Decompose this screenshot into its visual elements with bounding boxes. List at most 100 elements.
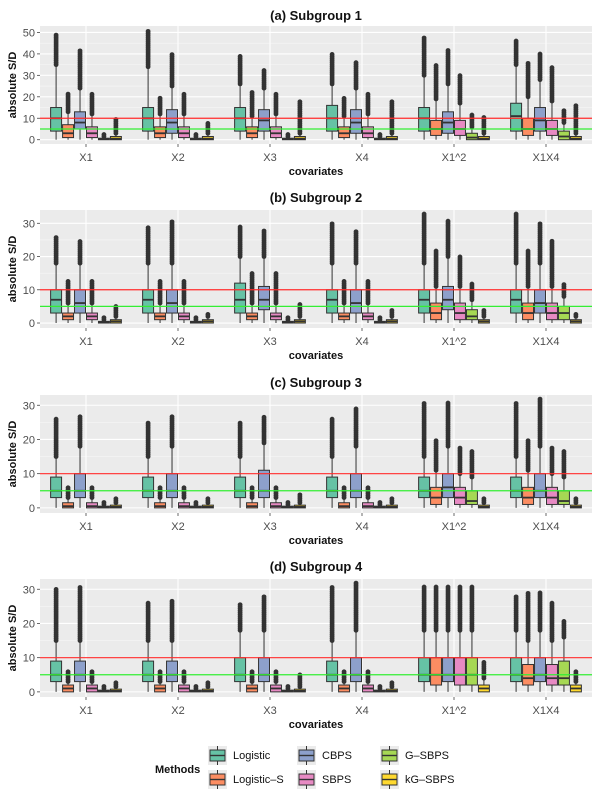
outlier-point <box>434 585 439 590</box>
legend-label: CBPS <box>322 750 352 762</box>
outlier-point <box>378 132 383 137</box>
outlier-point <box>378 315 383 320</box>
outlier-point <box>54 587 59 592</box>
box-body <box>259 658 270 682</box>
box-body <box>443 658 454 682</box>
outlier-point <box>550 239 555 244</box>
outlier-point <box>66 485 71 490</box>
outlier-point <box>250 271 255 276</box>
y-tick-label: 30 <box>23 218 35 230</box>
outlier-point <box>354 581 359 586</box>
outlier-point <box>342 485 347 490</box>
outlier-point <box>78 585 83 590</box>
outlier-point <box>574 103 579 108</box>
outlier-point <box>526 249 531 254</box>
outlier-point <box>238 602 243 607</box>
box-body <box>431 658 442 685</box>
box-body <box>259 470 270 497</box>
box-body <box>419 108 430 132</box>
outlier-point <box>390 99 395 104</box>
box-body <box>351 290 362 313</box>
outlier-point <box>78 48 83 53</box>
box-body <box>235 108 246 132</box>
box-body <box>455 658 466 685</box>
x-tick-label: X4 <box>355 705 368 717</box>
y-tick-label: 30 <box>23 70 35 82</box>
outlier-point <box>206 121 211 126</box>
outlier-point <box>458 446 463 451</box>
box-body <box>167 474 178 498</box>
box-body <box>143 290 154 313</box>
outlier-point <box>422 212 427 217</box>
y-tick-label: 0 <box>29 135 35 147</box>
y-tick-label: 10 <box>23 653 35 665</box>
outlier-point <box>206 496 211 501</box>
outlier-point <box>562 619 567 624</box>
outlier-point <box>54 33 59 38</box>
outlier-point <box>366 92 371 97</box>
panel-title: (b) Subgroup 2 <box>270 190 362 205</box>
outlier-point <box>562 282 567 287</box>
legend-label: kG–SBPS <box>405 774 455 786</box>
panel-title: (c) Subgroup 3 <box>270 375 362 390</box>
y-tick-label: 10 <box>23 469 35 481</box>
outlier-point <box>102 132 107 137</box>
outlier-point <box>434 249 439 254</box>
box-body <box>167 110 178 134</box>
box-body <box>75 661 86 682</box>
outlier-point <box>102 500 107 505</box>
box-body <box>419 658 430 682</box>
box-body <box>523 303 534 320</box>
legend-item-sbps: SBPS <box>297 770 351 789</box>
outlier-point <box>274 271 279 276</box>
outlier-point <box>250 485 255 490</box>
box-body <box>419 477 430 498</box>
outlier-point <box>194 500 199 505</box>
box-body <box>75 112 86 129</box>
box-body <box>327 290 338 313</box>
outlier-point <box>526 438 531 443</box>
y-tick-label: 10 <box>23 113 35 125</box>
outlier-point <box>514 212 519 217</box>
outlier-point <box>194 315 199 320</box>
box-body <box>327 661 338 682</box>
outlier-point <box>390 680 395 685</box>
panel-title: (a) Subgroup 1 <box>270 8 362 23</box>
box-body <box>75 290 86 313</box>
box-body <box>351 110 362 134</box>
outlier-point <box>194 684 199 689</box>
outlier-point <box>514 401 519 406</box>
box-body <box>63 125 74 138</box>
x-tick-label: X1X4 <box>533 336 560 348</box>
outlier-point <box>434 438 439 443</box>
outlier-point <box>66 669 71 674</box>
outlier-point <box>286 500 291 505</box>
x-tick-label: X1^2 <box>442 521 467 533</box>
outlier-point <box>146 421 151 426</box>
outlier-point <box>446 401 451 406</box>
y-tick-label: 20 <box>23 434 35 446</box>
legend-title: Methods <box>155 764 200 776</box>
outlier-point <box>114 496 119 501</box>
outlier-point <box>274 669 279 674</box>
outlier-point <box>470 585 475 590</box>
outlier-point <box>286 684 291 689</box>
chart-figure: (a) Subgroup 1 0 10 20 30 40 50 X1 X2 X3 X4 X1^2 X1X… <box>0 0 600 800</box>
legend-item-logistic: Logistic <box>208 746 271 765</box>
x-tick-label: X1X4 <box>533 152 560 164</box>
outlier-point <box>170 414 175 419</box>
y-tick-label: 20 <box>23 618 35 630</box>
panel-2: (b) Subgroup 20102030X1 X2 X3 X4 X1^2 X1X4abs… <box>7 190 592 362</box>
outlier-point <box>298 99 303 104</box>
outlier-point <box>550 65 555 70</box>
outlier-point <box>562 108 567 113</box>
outlier-point <box>458 585 463 590</box>
outlier-point <box>470 113 475 118</box>
x-tick-label: X1^2 <box>442 336 467 348</box>
outlier-point <box>470 449 475 454</box>
outlier-point <box>170 219 175 224</box>
outlier-point <box>422 585 427 590</box>
box-body <box>75 474 86 498</box>
plot-background <box>40 395 592 513</box>
box-body <box>535 474 546 498</box>
